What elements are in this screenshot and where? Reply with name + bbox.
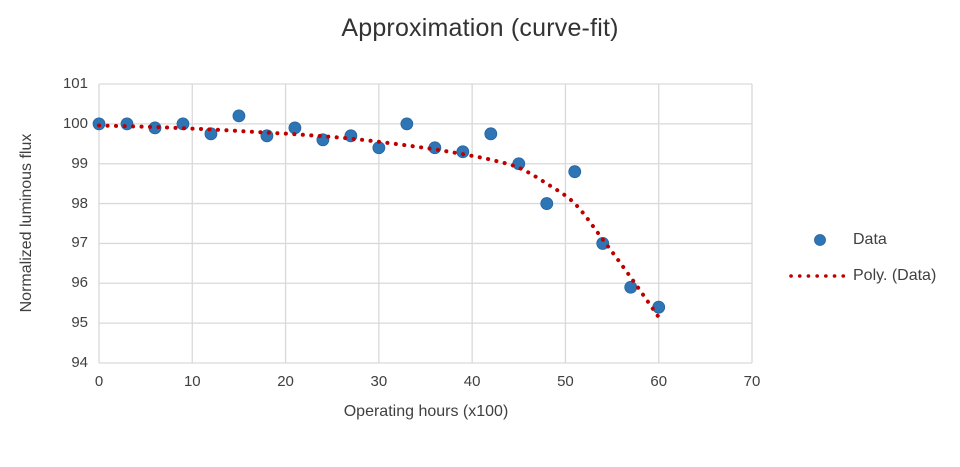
legend-poly-marker-icon bbox=[789, 274, 848, 278]
data-point bbox=[484, 127, 498, 141]
legend-item-poly: Poly. (Data) bbox=[788, 264, 936, 288]
data-point bbox=[400, 117, 414, 131]
x-tick-label: 70 bbox=[743, 373, 761, 390]
y-tick-label: 98 bbox=[71, 194, 88, 212]
data-point bbox=[624, 280, 638, 294]
data-point bbox=[232, 109, 246, 123]
x-tick-label: 40 bbox=[463, 373, 481, 390]
y-tick-label: 95 bbox=[71, 314, 88, 332]
data-point bbox=[204, 127, 218, 141]
data-point bbox=[652, 300, 666, 314]
chart-title: Approximation (curve-fit) bbox=[341, 14, 619, 42]
poly-trendline bbox=[97, 123, 661, 320]
data-point bbox=[120, 117, 134, 131]
x-axis-title: Operating hours (x100) bbox=[343, 403, 509, 420]
data-point bbox=[288, 121, 302, 135]
legend: Data Poly. (Data) bbox=[788, 228, 936, 300]
data-point bbox=[568, 165, 582, 179]
y-tick-label: 96 bbox=[71, 274, 88, 292]
data-point bbox=[260, 129, 274, 143]
y-tick-label: 94 bbox=[71, 354, 88, 371]
y-tick-label: 99 bbox=[71, 154, 88, 172]
legend-label-data: Data bbox=[853, 231, 887, 248]
gridlines bbox=[98, 83, 753, 364]
x-tick-label: 50 bbox=[557, 373, 574, 390]
y-tick-label: 100 bbox=[62, 114, 88, 132]
x-tick-label: 30 bbox=[370, 373, 388, 390]
data-point bbox=[540, 197, 554, 210]
legend-data-marker-icon bbox=[814, 234, 826, 246]
x-tick-label: 60 bbox=[650, 373, 668, 390]
legend-item-data: Data bbox=[788, 228, 936, 252]
x-tick-label: 0 bbox=[94, 373, 104, 390]
data-point bbox=[596, 237, 610, 250]
y-axis-title: Normalized luminous flux bbox=[18, 133, 35, 313]
x-tick-label: 20 bbox=[277, 373, 294, 390]
legend-label-poly: Poly. (Data) bbox=[853, 267, 937, 284]
data-point bbox=[456, 145, 470, 159]
y-tick-label: 101 bbox=[62, 75, 88, 92]
y-tick-label: 97 bbox=[71, 234, 88, 252]
x-tick-label: 10 bbox=[183, 373, 201, 390]
